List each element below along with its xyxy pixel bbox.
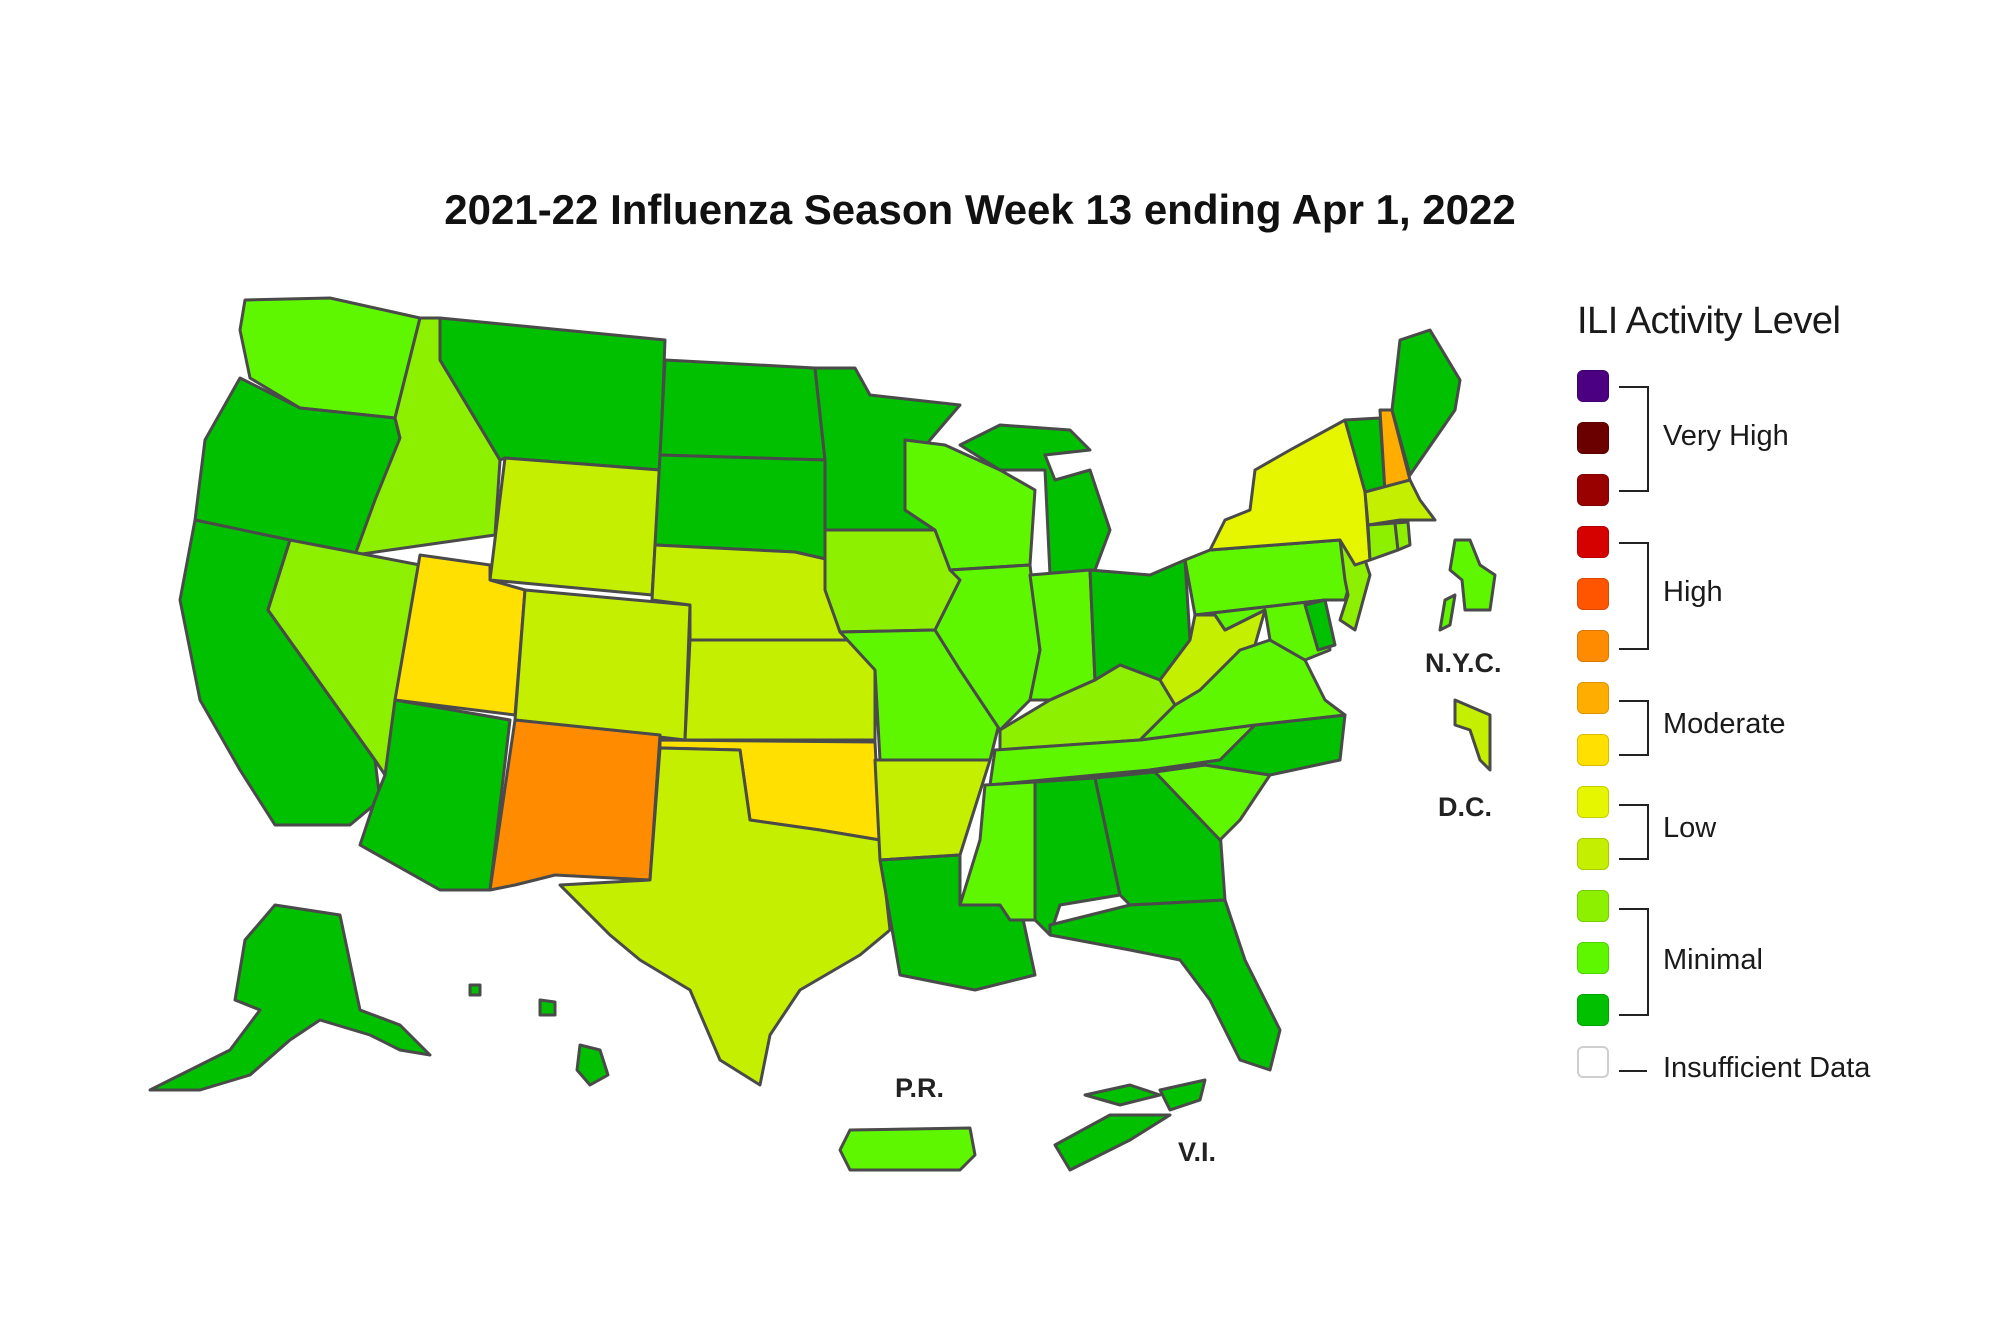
legend-label-very-high: Very High [1663, 420, 1789, 452]
state-HI-3[interactable] [468, 983, 482, 997]
state-CO[interactable] [513, 588, 692, 742]
state-ME[interactable] [1390, 328, 1462, 477]
legend-swatch-level-3 [1577, 890, 1609, 922]
legend: ILI Activity Level Very High High Modera… [1577, 300, 1997, 1084]
legend-swatch-level-0 [1577, 1046, 1609, 1078]
dash-insufficient [1619, 1070, 1647, 1072]
legend-label-minimal: Minimal [1663, 944, 1763, 976]
legend-swatch-level-10 [1577, 526, 1609, 558]
state-AZ[interactable] [358, 698, 512, 892]
legend-swatch-level-6 [1577, 734, 1609, 766]
legend-swatch-level-5 [1577, 786, 1609, 818]
state-HI[interactable] [575, 1043, 610, 1087]
state-SD[interactable] [653, 453, 832, 562]
region-NYC[interactable] [1448, 538, 1497, 612]
legend-swatch-level-4 [1577, 838, 1609, 870]
state-KS[interactable] [683, 638, 877, 742]
state-RI[interactable] [1393, 520, 1412, 552]
state-NY[interactable] [1208, 418, 1372, 567]
legend-label-high: High [1663, 576, 1723, 608]
label-dc: D.C. [1438, 792, 1492, 822]
bracket-low [1619, 804, 1649, 860]
map-title: 2021-22 Influenza Season Week 13 ending … [444, 186, 1516, 233]
territory-VI-3[interactable] [1158, 1078, 1207, 1112]
legend-swatch-level-8 [1577, 630, 1609, 662]
state-NM[interactable] [488, 718, 662, 892]
state-FL[interactable] [1048, 898, 1282, 1072]
legend-swatch-level-1 [1577, 994, 1609, 1026]
legend-swatch-level-11 [1577, 474, 1609, 506]
territory-VI-2[interactable] [1083, 1083, 1162, 1107]
state-CT[interactable] [1366, 521, 1400, 562]
state-NC[interactable] [1148, 713, 1347, 777]
label-vi: V.I. [1178, 1137, 1217, 1167]
state-TX[interactable] [558, 746, 892, 1087]
label-pr: P.R. [895, 1073, 945, 1103]
bracket-very-high [1619, 386, 1649, 492]
legend-title: ILI Activity Level [1577, 300, 1841, 342]
region-DC[interactable] [1453, 698, 1492, 772]
state-MI[interactable] [958, 423, 1112, 577]
state-HI-2[interactable] [538, 998, 557, 1017]
legend-swatch-level-9 [1577, 578, 1609, 610]
bracket-moderate [1619, 700, 1649, 756]
legend-swatch-level-7 [1577, 682, 1609, 714]
legend-swatch-level-13 [1577, 370, 1609, 402]
state-LA[interactable] [878, 853, 1037, 992]
legend-swatch-level-12 [1577, 422, 1609, 454]
region-NYC-si[interactable] [1438, 593, 1457, 632]
bracket-minimal [1619, 908, 1649, 1016]
state-ND[interactable] [658, 358, 827, 462]
legend-swatch-level-2 [1577, 942, 1609, 974]
state-DE[interactable] [1303, 598, 1337, 652]
legend-label-low: Low [1663, 812, 1717, 844]
state-AR[interactable] [873, 758, 992, 862]
territory-PR[interactable] [838, 1126, 977, 1172]
territory-VI[interactable] [1053, 1113, 1172, 1172]
legend-label-moderate: Moderate [1663, 708, 1786, 740]
state-WY[interactable] [488, 456, 662, 597]
label-nyc: N.Y.C. [1425, 648, 1502, 678]
legend-label-insufficient: Insufficient Data [1663, 1052, 1871, 1084]
state-IN[interactable] [1028, 568, 1097, 702]
bracket-high [1619, 542, 1649, 650]
state-AK[interactable] [148, 903, 432, 1092]
